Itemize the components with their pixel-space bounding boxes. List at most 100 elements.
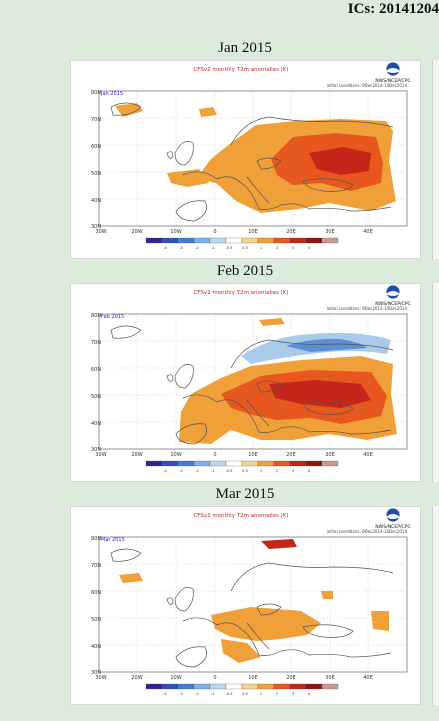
map-panel-feb[interactable]: 80N 70N 60N 50N 40N 30N 30W 20W 10W 0 10… [70,283,421,482]
legend-tick: -3 [179,692,183,696]
legend-swatch [257,460,275,467]
lon-labels: 30W 20W 10W 0 10E 20E 30E 40E [95,675,372,681]
map-feb: 80N 70N 60N 50N 40N 30N 30W 20W 10W 0 10… [91,284,411,473]
legend-tick: 0.5 [242,246,248,250]
legend-swatch [177,237,195,244]
lat-label: 70N [91,340,101,346]
legend-tick: -4 [163,692,167,696]
coastlines [110,102,394,222]
panel-inner-label: Mar 2015 [101,537,125,543]
lon-label: 30W [95,229,106,235]
legend-tick: -2 [195,692,199,696]
lon-label: 10E [248,452,258,458]
lon-labels: 30W 20W 10W 0 10E 20E 30E 40E [95,229,372,235]
lon-label: 10E [248,675,258,681]
legend-swatch [225,683,243,690]
credit-label: NWS/NCEP/CPC [375,78,411,84]
legend-tick: 3 [292,469,294,473]
legend-swatch [193,460,211,467]
legend-swatch [289,237,307,244]
legend-tick: 1 [260,469,262,473]
legend-swatch [225,460,243,467]
lon-label: 40E [363,675,373,681]
legend-swatch [273,683,291,690]
lon-label: 30E [325,229,335,235]
lon-label: 30W [95,452,106,458]
lat-label: 30N [91,670,101,676]
legend-tick: 3 [292,692,294,696]
legend-swatch [305,460,323,467]
noaa-logo [385,507,401,523]
legend-swatch [225,237,243,244]
lat-labels: 80N 70N 60N 50N 40N 30N [91,90,101,230]
lon-label: 10E [248,229,258,235]
map-title: CFSv2 monthly T2m anomalies (K) [193,67,288,73]
legend-swatch [321,460,339,467]
legend-swatch [161,237,179,244]
legend-tick: 2 [276,246,278,250]
lat-label: 70N [91,117,101,123]
lat-label: 40N [91,644,101,650]
legend-swatch [241,237,259,244]
lon-label: 30E [325,675,335,681]
lon-label: 20E [286,452,296,458]
legend-swatch [241,460,259,467]
lat-label: 60N [91,590,101,596]
legend-tick: -4 [163,469,167,473]
legend-swatch [273,237,291,244]
month-label-feb: Feb 2015 [216,263,274,279]
lon-label: 30E [325,452,335,458]
lon-label: 40E [363,452,373,458]
anomaly-shading [119,539,389,663]
month-label-jan: Jan 2015 [218,40,272,56]
legend-tick: 4 [308,692,311,696]
legend-tick: -3 [179,246,183,250]
legend-swatch [321,683,339,690]
legend-swatch [305,237,323,244]
map-title: CFSv2 monthly T2m anomalies (K) [193,290,288,296]
map-panel-mar[interactable]: 80N 70N 60N 50N 40N 30N 30W 20W 10W 0 10… [70,506,421,705]
lon-label: 0 [213,452,216,458]
lat-label: 40N [91,421,101,427]
panel-inner-label: Feb 2015 [101,314,124,320]
initial-conditions: initial conditions: 9Dec2014-14Dec2014 [327,306,408,311]
header-title: ICs: 20141204 [347,1,439,17]
legend-tick: 0.5 [242,469,248,473]
legend-tick: 2 [276,469,278,473]
legend-tick: -0.5 [225,246,232,250]
adjacent-panel-edge [432,60,439,259]
legend-swatch [161,683,179,690]
initial-conditions: initial conditions: 9Dec2014-14Dec2014 [327,529,408,534]
legend-tick: -2 [195,246,199,250]
lon-label: 40E [363,229,373,235]
lat-label: 60N [91,144,101,150]
color-legend: -4 -3 -2 -1 -0.5 0.5 1 2 3 4 [145,683,339,696]
map-panel-jan[interactable]: 80N 70N 60N 50N 40N 30N 30W 20W 10W 0 10… [70,60,421,259]
lat-label: 80N [91,90,101,96]
lon-label: 0 [213,229,216,235]
legend-tick: -0.5 [225,469,232,473]
lon-label: 10W [170,452,181,458]
legend-swatch [209,460,227,467]
legend-swatch [209,237,227,244]
legend-tick: -1 [211,246,215,250]
lon-label: 20E [286,229,296,235]
legend-tick: -1 [211,692,215,696]
credit-label: NWS/NCEP/CPC [375,301,411,307]
legend-tick: 1 [260,692,262,696]
legend-tick: 3 [292,246,294,250]
lat-label: 30N [91,224,101,230]
color-legend: -4 -3 -2 -1 -0.5 0.5 1 2 3 4 [145,237,339,250]
anomaly-shading [179,318,397,444]
lat-label: 50N [91,394,101,400]
legend-swatch [241,683,259,690]
credit-label: NWS/NCEP/CPC [375,524,411,530]
legend-tick: 2 [276,692,278,696]
map-mar: 80N 70N 60N 50N 40N 30N 30W 20W 10W 0 10… [91,507,411,696]
legend-swatch [289,460,307,467]
map-jan: 80N 70N 60N 50N 40N 30N 30W 20W 10W 0 10… [91,61,411,250]
lat-label: 50N [91,617,101,623]
lon-label: 30W [95,675,106,681]
noaa-logo [385,284,401,300]
panel-inner-label: Jan 2015 [100,91,123,97]
